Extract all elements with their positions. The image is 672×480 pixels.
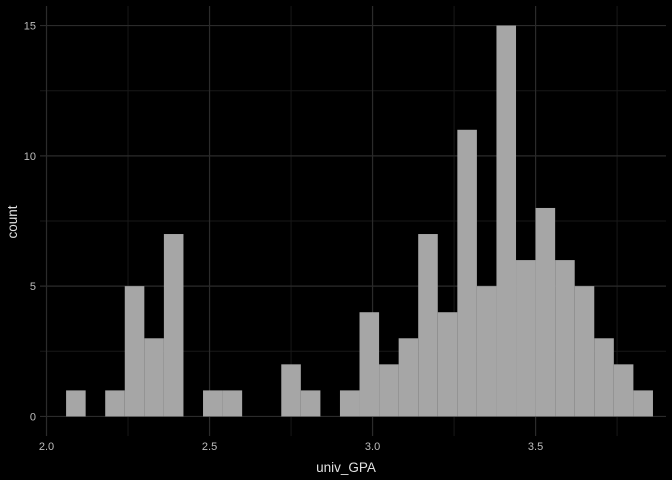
- histogram-bar: [66, 390, 86, 417]
- histogram-bar: [418, 234, 438, 417]
- y-tick-label: 10: [24, 151, 36, 163]
- histogram-bar: [222, 390, 243, 417]
- histogram-bar: [300, 390, 321, 417]
- histogram-bar: [613, 364, 634, 417]
- histogram-bar: [124, 286, 145, 417]
- y-axis-tick-labels: 0 5 10 15: [24, 21, 36, 424]
- histogram-bars: [66, 25, 653, 417]
- x-tick-label: 3.5: [528, 441, 543, 453]
- histogram-bar: [496, 25, 517, 417]
- x-axis-title: univ_GPA: [316, 460, 376, 475]
- histogram-bar: [516, 260, 536, 417]
- histogram-bar: [163, 234, 184, 417]
- histogram-bar: [144, 338, 164, 417]
- histogram-bar: [339, 390, 360, 417]
- x-tick-label: 2.5: [202, 441, 217, 453]
- histogram-bar: [457, 129, 477, 417]
- histogram-bar: [535, 207, 556, 417]
- y-axis-title: count: [5, 205, 20, 238]
- histogram-bar: [555, 260, 575, 417]
- histogram-bar: [476, 286, 497, 417]
- histogram-bar: [574, 286, 595, 417]
- y-tick-label: 5: [30, 281, 36, 293]
- x-axis-tick-labels: 2.0 2.5 3.0 3.5: [39, 441, 543, 453]
- histogram-bar: [437, 312, 458, 417]
- histogram-bar: [398, 338, 419, 417]
- histogram-bar: [359, 312, 380, 417]
- x-tick-label: 2.0: [39, 441, 54, 453]
- grid-minor-lines: [40, 6, 666, 436]
- y-tick-label: 15: [24, 21, 36, 33]
- y-tick-label: 0: [30, 411, 36, 423]
- x-tick-label: 3.0: [365, 441, 380, 453]
- histogram-bar: [281, 364, 301, 417]
- histogram-bar: [105, 390, 125, 417]
- histogram-bar: [594, 338, 614, 417]
- histogram-bar: [203, 390, 223, 417]
- histogram-bar: [633, 390, 653, 417]
- histogram-bar: [379, 364, 399, 417]
